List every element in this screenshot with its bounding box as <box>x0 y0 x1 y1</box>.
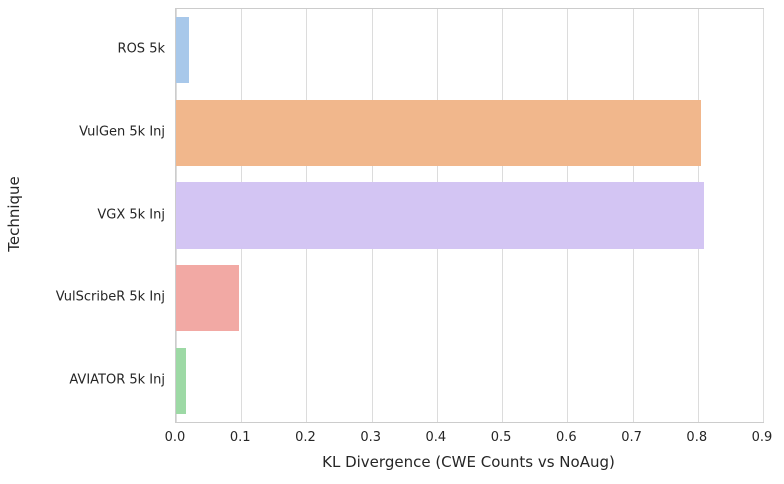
category-label: AVIATOR 5k Inj <box>69 372 165 388</box>
category-label: ROS 5k <box>117 41 165 57</box>
bar-aviator-5k-inj <box>176 347 187 414</box>
bar-vulgen-5k-inj <box>176 99 702 166</box>
x-tick-label: 0.7 <box>621 430 642 445</box>
category-label: VulScribeR 5k Inj <box>55 289 165 305</box>
category-label: VulGen 5k Inj <box>79 124 165 140</box>
gridline <box>763 9 764 422</box>
x-tick-label: 0.0 <box>164 430 186 445</box>
x-tick-label: 0.6 <box>555 430 577 445</box>
x-tick-label: 0.3 <box>360 430 381 445</box>
x-axis-title: KL Divergence (CWE Counts vs NoAug) <box>322 453 615 471</box>
x-tick-label: 0.5 <box>490 430 512 445</box>
bar-ros-5k <box>176 17 190 84</box>
plot-area <box>175 8 764 423</box>
bar-vulscriber-5k-inj <box>176 265 240 332</box>
x-tick-label: 0.1 <box>229 430 251 445</box>
x-tick-label: 0.2 <box>295 430 316 445</box>
bar-vgx-5k-inj <box>176 182 705 249</box>
x-tick-label: 0.8 <box>686 430 708 445</box>
x-tick-label: 0.4 <box>425 430 447 445</box>
category-label: VGX 5k Inj <box>97 207 165 222</box>
x-tick-label: 0.9 <box>751 430 773 445</box>
